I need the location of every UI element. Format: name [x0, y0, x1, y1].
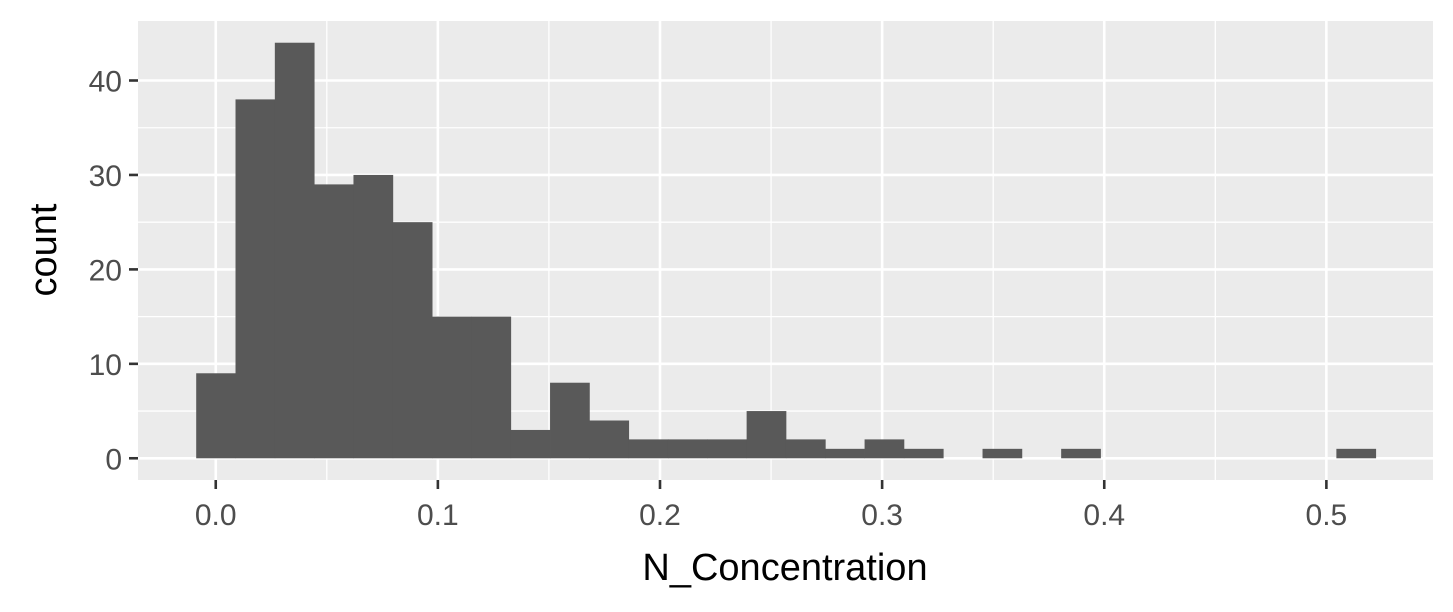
x-tick-label: 0.1: [417, 499, 459, 532]
y-axis-title: count: [23, 203, 65, 296]
histogram-bar: [196, 373, 236, 459]
histogram-bar: [746, 411, 787, 459]
histogram-bar: [353, 174, 394, 459]
histogram-bar: [510, 429, 551, 459]
histogram-bar: [314, 184, 354, 459]
histogram-bar: [982, 448, 1023, 459]
histogram-bar: [235, 99, 276, 459]
y-tick-label: 0: [105, 443, 122, 476]
y-tick-label: 10: [89, 349, 122, 382]
x-axis: 0.0 0.1 0.2 0.3 0.4 0.5: [195, 480, 1347, 532]
histogram-bar: [550, 382, 590, 459]
histogram-bar: [667, 439, 708, 459]
histogram-bar: [825, 448, 865, 459]
y-axis: 0 10 20 30 40: [89, 66, 138, 476]
histogram-bar: [707, 439, 748, 459]
histogram-bar: [274, 42, 315, 459]
x-tick-label: 0.5: [1306, 499, 1348, 532]
x-tick-label: 0.2: [639, 499, 681, 532]
histogram-bar: [785, 439, 826, 459]
x-axis-title: N_Concentration: [642, 547, 927, 589]
x-tick-label: 0.3: [861, 499, 903, 532]
y-tick-label: 40: [89, 66, 122, 99]
y-tick-label: 20: [89, 254, 122, 287]
histogram-bar: [903, 448, 944, 459]
x-tick-label: 0.0: [195, 499, 237, 532]
histogram-bar: [1336, 448, 1377, 459]
histogram-bar: [432, 316, 472, 459]
y-tick-label: 30: [89, 160, 122, 193]
histogram-bars: [196, 42, 1377, 459]
histogram-bar: [1061, 448, 1101, 459]
histogram-bar: [864, 439, 905, 459]
histogram-bar: [589, 420, 630, 459]
histogram-bar: [392, 222, 433, 459]
histogram-bar: [471, 316, 512, 459]
histogram-bar: [628, 439, 669, 459]
x-tick-label: 0.4: [1083, 499, 1125, 532]
